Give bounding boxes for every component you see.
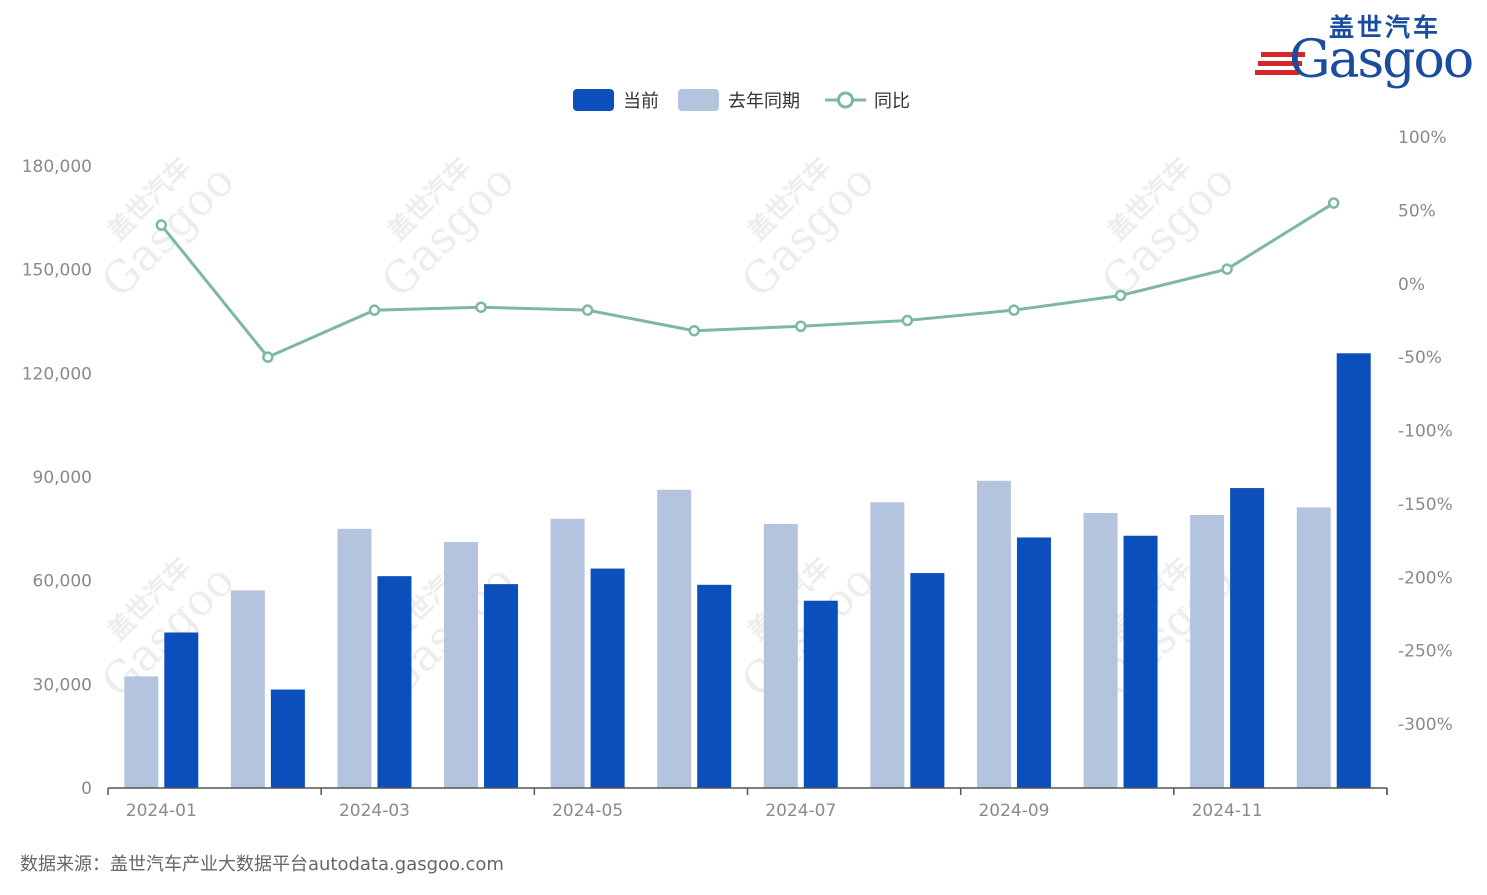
right-y-tick-label: -100% bbox=[1398, 422, 1453, 442]
yoy-polyline bbox=[160, 201, 1335, 359]
bar-last-year bbox=[763, 523, 798, 788]
bar-current bbox=[377, 576, 412, 788]
left-y-axis: 0 30,000 60,000 90,000 120,000 150,000 180,000 bbox=[22, 157, 92, 799]
yoy-point bbox=[1221, 263, 1233, 275]
x-tick-label: 2024-03 bbox=[339, 801, 410, 821]
bar-last-year bbox=[337, 528, 372, 788]
yoy-point bbox=[475, 301, 487, 313]
yoy-point bbox=[901, 314, 914, 327]
left-y-tick-label: 60,000 bbox=[33, 572, 92, 592]
yoy-point bbox=[1327, 197, 1340, 209]
bar-current bbox=[910, 573, 945, 788]
x-tick-label: 2024-07 bbox=[765, 801, 836, 821]
bar-current bbox=[484, 584, 519, 788]
bar-current bbox=[1123, 535, 1158, 788]
right-y-tick-label: -50% bbox=[1398, 348, 1442, 368]
bar-current bbox=[590, 568, 625, 788]
left-y-tick-label: 150,000 bbox=[22, 261, 92, 281]
right-y-tick-label: -250% bbox=[1398, 642, 1453, 662]
left-y-tick-label: 0 bbox=[81, 779, 92, 799]
yoy-point bbox=[155, 219, 168, 231]
logo-en-text: Gasgoo bbox=[1289, 30, 1474, 90]
legend-label-current: 当前 bbox=[623, 91, 659, 112]
right-y-tick-label: -300% bbox=[1398, 715, 1453, 735]
left-y-tick-label: 90,000 bbox=[33, 468, 92, 488]
bars bbox=[124, 353, 1371, 788]
x-tick-label: 2024-09 bbox=[978, 801, 1049, 821]
yoy-point bbox=[688, 324, 700, 337]
bar-last-year bbox=[550, 518, 585, 788]
x-tick-label: 2024-11 bbox=[1192, 801, 1263, 821]
yoy-point bbox=[368, 304, 381, 316]
right-y-tick-label: 100% bbox=[1398, 128, 1447, 148]
right-y-tick-label: -150% bbox=[1398, 495, 1453, 515]
legend: 当前 去年同期 同比 bbox=[573, 89, 910, 112]
bar-current bbox=[697, 584, 732, 788]
legend-label-yoy: 同比 bbox=[874, 91, 910, 112]
left-y-tick-label: 120,000 bbox=[22, 364, 92, 384]
bar-current bbox=[803, 600, 838, 788]
yoy-point bbox=[1114, 289, 1127, 302]
legend-swatch-last-year bbox=[678, 89, 719, 111]
bar-last-year bbox=[1190, 515, 1225, 788]
bar-last-year bbox=[870, 502, 905, 788]
right-y-tick-label: 50% bbox=[1398, 201, 1436, 221]
legend-swatch-current bbox=[573, 89, 614, 111]
x-tick-label: 2024-05 bbox=[552, 801, 623, 821]
yoy-point bbox=[581, 304, 594, 316]
yoy-line bbox=[155, 197, 1340, 363]
bar-current bbox=[1016, 537, 1051, 788]
data-source-note: 数据来源：盖世汽车产业大数据平台autodata.gasgoo.com bbox=[20, 854, 504, 875]
left-y-tick-label: 180,000 bbox=[22, 157, 92, 177]
logo-cn-text: 盖世汽车 bbox=[1328, 13, 1441, 42]
bar-current bbox=[270, 689, 305, 788]
right-y-axis: -300% -250% -200% -150% -100% -50% 0% 50% 100% bbox=[1398, 128, 1453, 735]
right-y-tick-label: 0% bbox=[1398, 275, 1425, 295]
bar-current bbox=[1230, 488, 1265, 788]
bar-last-year bbox=[230, 590, 265, 788]
legend-label-last-year: 去年同期 bbox=[728, 91, 800, 112]
bar-current bbox=[164, 632, 199, 788]
yoy-point bbox=[1008, 304, 1020, 316]
bar-last-year bbox=[1296, 507, 1331, 788]
x-tick-label: 2024-01 bbox=[126, 801, 197, 821]
bar-last-year bbox=[657, 489, 692, 788]
gasgoo-logo: 盖世汽车 Gasgoo bbox=[1255, 8, 1474, 92]
bar-last-year bbox=[976, 480, 1011, 788]
left-y-tick-label: 30,000 bbox=[33, 675, 92, 695]
bar-last-year bbox=[1083, 512, 1118, 788]
yoy-point bbox=[795, 320, 807, 333]
bar-last-year bbox=[124, 676, 159, 788]
right-y-tick-label: -200% bbox=[1398, 568, 1453, 588]
legend-marker-yoy bbox=[837, 91, 854, 109]
logo-stripes-icon bbox=[1255, 52, 1305, 75]
bar-current bbox=[1336, 353, 1371, 788]
bar-last-year bbox=[444, 541, 479, 788]
yoy-point bbox=[262, 351, 274, 363]
x-axis: 2024-01 2024-03 2024-05 2024-07 2024-09 2024-… bbox=[107, 787, 1388, 821]
